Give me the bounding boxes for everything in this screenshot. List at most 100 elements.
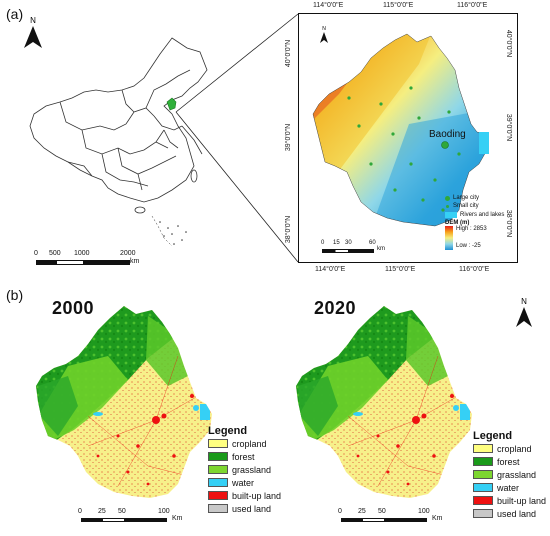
legend-large-city: Large city (445, 194, 517, 202)
top-tick: 116°0'0"E (457, 2, 488, 9)
legend-title: Legend (473, 430, 513, 442)
large-city-icon (445, 195, 450, 201)
city-label-baoding: Baoding (429, 129, 466, 140)
legend-label: grassland (497, 469, 537, 480)
scale-tick: 100 (158, 508, 170, 515)
map-scale-bar-2020: 0 25 50 100 Km (338, 508, 450, 528)
legend-label: Rivers and lakes (460, 211, 505, 218)
water-swatch (445, 211, 457, 218)
top-tick: 115°0'0"E (383, 2, 414, 9)
legend-item-built-up: built-up land (208, 489, 294, 502)
legend-small-city: Small city (445, 202, 517, 210)
scale-unit: km (377, 246, 385, 252)
map-scale-bar-2000: 0 25 50 100 Km (78, 508, 190, 528)
scale-tick: 0 (78, 508, 82, 515)
scale-tick: 60 (369, 240, 376, 246)
scale-tick: 100 (418, 508, 430, 515)
small-city-icon (446, 204, 449, 208)
top-tick: 114°0'0"E (313, 2, 344, 9)
svg-text:N: N (322, 26, 326, 32)
north-label: N (30, 16, 36, 25)
forest-swatch (473, 457, 493, 466)
forest-swatch (208, 452, 228, 461)
built-up-swatch (473, 496, 493, 505)
grassland-swatch (208, 465, 228, 474)
dem-colorbar (445, 226, 453, 250)
scale-unit: Km (172, 515, 183, 522)
scale-unit: Km (432, 515, 443, 522)
legend-item-grassland: grassland (473, 468, 549, 481)
left-tick: 39°0'0"N (285, 123, 293, 152)
legend-label: water (232, 477, 255, 488)
water-swatch (473, 483, 493, 492)
legend-label: used land (497, 508, 537, 519)
left-tick: 38°0'0"N (285, 215, 293, 244)
bottom-tick: 115°0'0"E (385, 266, 416, 273)
legend-item-used-land: used land (208, 502, 294, 515)
legend-item-grassland: grassland (208, 463, 294, 476)
dem-low-label: Low : -25 (456, 243, 481, 249)
legend-label: Large city (453, 195, 480, 201)
scale-tick: 0 (34, 250, 38, 257)
legend-label: grassland (232, 464, 272, 475)
scale-tick: 25 (98, 508, 106, 515)
scale-tick: 0 (321, 240, 325, 246)
dem-legend: Large city Small city Rivers and lakes D… (445, 194, 517, 250)
landuse-legend-2000: Legend cropland forest grassland water b… (208, 425, 294, 515)
water-swatch (208, 478, 228, 487)
dem-map (312, 33, 489, 227)
legend-item-built-up: built-up land (473, 494, 549, 507)
dem-inset: 114°0'0"E 115°0'0"E 116°0'0"E 114°0'0"E … (285, 2, 518, 273)
grassland-swatch (473, 470, 493, 479)
legend-item-cropland: cropland (208, 437, 294, 450)
legend-label: built-up land (497, 495, 547, 506)
scale-bar (81, 518, 167, 522)
landuse-map-2000 (28, 296, 218, 506)
legend-item-forest: forest (208, 450, 294, 463)
scale-tick: 0 (338, 508, 342, 515)
built-up-swatch (208, 491, 228, 500)
bottom-tick: 116°0'0"E (459, 266, 490, 273)
scale-tick: 25 (358, 508, 366, 515)
scale-tick: 50 (378, 508, 386, 515)
panel-a-label: (a) (6, 6, 24, 22)
legend-item-cropland: cropland (473, 442, 549, 455)
legend-label: Small city (453, 203, 479, 209)
scale-tick: 50 (118, 508, 126, 515)
legend-item-water: water (473, 481, 549, 494)
landuse-legend-2020: Legend cropland forest grassland water b… (473, 430, 549, 520)
scale-tick: 2000 (120, 250, 136, 257)
legend-rivers: Rivers and lakes (445, 210, 517, 219)
scale-unit: km (130, 258, 140, 265)
legend-label: cropland (497, 443, 532, 454)
china-scale-bar: 0 500 1000 2000 km (34, 250, 166, 270)
north-arrow-icon: N (514, 296, 534, 328)
panel-b-label: (b) (6, 287, 24, 303)
north-arrow-icon: N (319, 24, 329, 44)
scale-bar (341, 518, 427, 522)
legend-label: forest (497, 456, 520, 467)
used-land-swatch (208, 504, 228, 513)
used-land-swatch (473, 509, 493, 518)
landuse-map-2020 (288, 296, 478, 506)
legend-label: built-up land (232, 490, 282, 501)
legend-label: used land (232, 503, 272, 514)
china-map (22, 30, 222, 250)
legend-label: water (497, 482, 520, 493)
legend-item-forest: forest (473, 455, 549, 468)
left-tick: 40°0'0"N (285, 39, 293, 68)
scale-bar (36, 260, 130, 265)
year-title-2020: 2020 (314, 298, 357, 318)
legend-item-water: water (208, 476, 294, 489)
dem-colorbar-row: High : 2853 Low : -25 (445, 226, 517, 250)
dem-legend-title: DEM (m) (445, 220, 470, 226)
zoom-lines (175, 13, 299, 263)
cropland-swatch (473, 444, 493, 453)
legend-label: cropland (232, 438, 267, 449)
legend-label: forest (232, 451, 255, 462)
svg-text:N: N (521, 297, 527, 306)
legend-item-used-land: used land (473, 507, 549, 520)
bottom-tick: 114°0'0"E (315, 266, 346, 273)
scale-bar (322, 249, 374, 253)
legend-title: Legend (208, 425, 248, 437)
